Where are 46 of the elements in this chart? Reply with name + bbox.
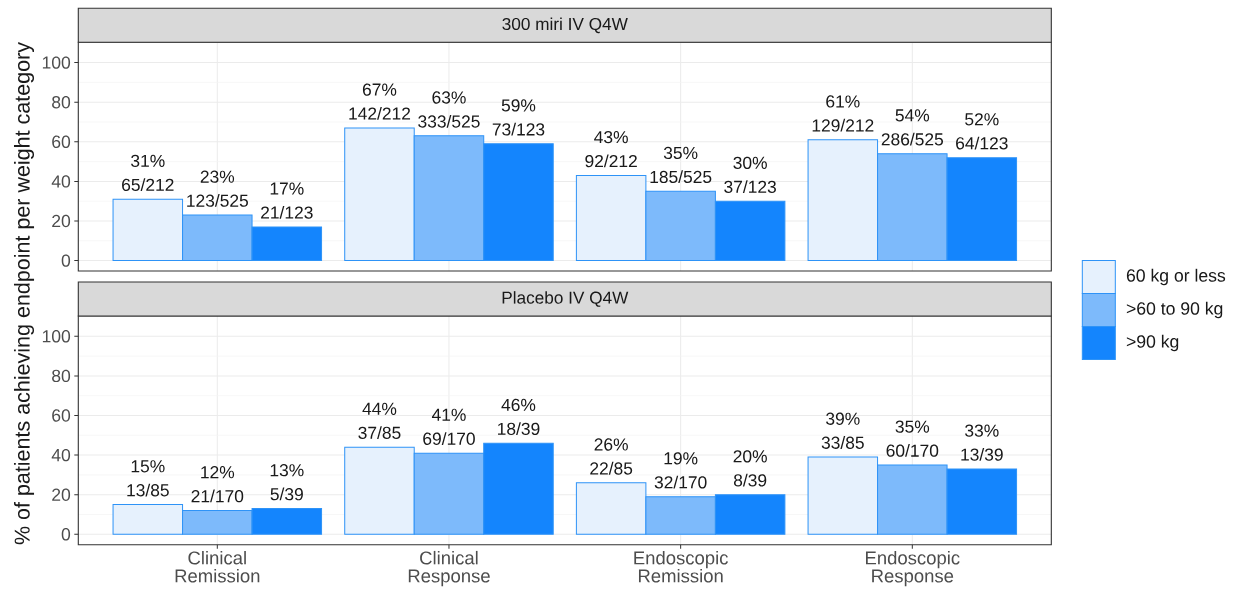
data-label: 39% 33/85	[821, 412, 864, 449]
data-label: 44% 37/85	[358, 402, 401, 439]
data-label: 67% 142/212	[349, 83, 411, 120]
data-label: 35% 185/525	[650, 146, 712, 184]
data-label: 31% 65/212	[122, 154, 174, 192]
y-tick-label: 100	[42, 330, 71, 343]
data-label: 61% 129/212	[812, 95, 874, 132]
y-tick-label: 60	[52, 135, 71, 148]
data-label: 26% 22/85	[590, 438, 633, 475]
data-label: 23% 123/525	[187, 170, 249, 207]
y-tick-label: 0	[61, 254, 71, 267]
data-label: 20% 8/39	[733, 450, 767, 487]
data-label: 59% 73/123	[492, 99, 545, 136]
legend-label: >60 to 90 kg	[1126, 301, 1223, 319]
y-axis-title: % of patients achieving endpoint per weight category	[13, 42, 35, 545]
data-label: 52% 64/123	[956, 113, 1008, 150]
legend-label: >90 kg	[1126, 334, 1179, 352]
y-tick-label: 80	[52, 369, 71, 383]
data-label: 46% 18/39	[498, 398, 540, 436]
data-label: 12% 21/170	[191, 466, 244, 503]
x-tick-label: Clinical Remission	[175, 550, 260, 583]
y-tick-label: 40	[51, 175, 71, 188]
x-tick-label: Endoscopic Response	[866, 550, 960, 587]
y-tick-label: 40	[51, 448, 71, 462]
data-label: 15% 13/85	[127, 460, 169, 497]
y-tick-label: 20	[52, 488, 71, 501]
data-label: 30% 37/123	[724, 156, 776, 194]
data-label: 41% 69/170	[423, 408, 475, 445]
data-label: 63% 333/525	[418, 91, 480, 128]
data-label: 35% 60/170	[886, 420, 939, 457]
y-tick-label: 60	[52, 409, 71, 422]
x-tick-label: Endoscopic Remission	[634, 550, 728, 583]
data-label: 54% 286/525	[881, 109, 944, 146]
data-label: 43% 92/212	[585, 130, 637, 168]
x-tick-label: Clinical Response	[408, 550, 490, 587]
y-tick-label: 0	[61, 528, 71, 541]
data-label: 13% 5/39	[270, 464, 304, 501]
y-tick-label: 20	[52, 214, 71, 228]
y-tick-label: 80	[52, 96, 71, 109]
y-tick-label: 100	[42, 56, 71, 69]
data-label: 19% 32/170	[654, 452, 707, 489]
data-label: 17% 21/123	[261, 182, 313, 219]
data-label: 33% 13/39	[961, 424, 1003, 461]
chart-title: Placebo IV Q4W	[502, 291, 629, 307]
chart-title: 300 miri IV Q4W	[502, 17, 628, 34]
legend-label: 60 kg or less	[1126, 268, 1226, 286]
